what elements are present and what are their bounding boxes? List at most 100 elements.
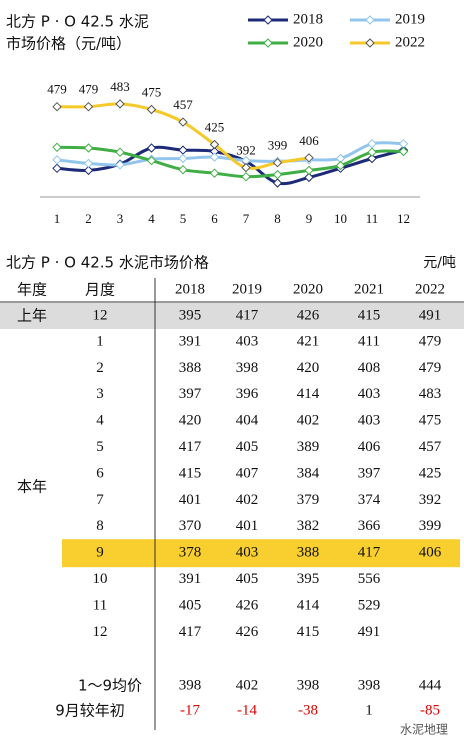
marker [52,155,62,165]
cell: -14 [237,702,257,718]
cell: 421 [297,333,320,349]
chart-subtitle: 市场价格（元/吨） [6,35,131,53]
data-label: 399 [268,138,288,153]
legend-label: 2022 [395,34,425,50]
cell: 12 [93,307,108,323]
marker [178,153,188,164]
cell: 370 [179,518,202,534]
cell: 444 [419,677,442,693]
cell: 402 [297,413,320,429]
marker [146,143,157,153]
cell: 1 [96,333,104,349]
marker [367,139,377,149]
data-label: 479 [79,82,99,97]
legend-label: 2020 [293,34,323,50]
legend-label: 2019 [395,11,425,27]
row-label: 1～9均价 [78,677,142,695]
x-tick-label: 8 [274,211,281,226]
cell: 374 [358,492,381,508]
cell: 420 [179,413,202,429]
cell: 405 [179,597,202,613]
cell: 1 [365,702,373,718]
data-label: 483 [110,79,130,94]
legend-marker [365,15,375,25]
cell: 392 [419,492,442,508]
x-tick-label: 1 [54,211,61,226]
table-title: 北方 P · O 42.5 水泥市场价格 [6,254,209,272]
cell: 397 [358,465,381,481]
marker [272,178,283,188]
cell: 425 [419,465,442,481]
marker [83,158,94,169]
marker [335,160,346,171]
data-label: 475 [142,84,162,99]
cell: 397 [179,386,202,402]
cell: 401 [236,518,259,534]
marker [146,104,157,115]
cell: 491 [358,624,381,640]
table-unit: 元/吨 [423,255,456,271]
cell: 403 [358,386,381,402]
line [56,145,404,179]
cell: 398 [179,677,202,693]
marker [398,146,409,157]
cell: 398 [236,360,259,376]
cell: 404 [236,413,259,429]
data-label: 479 [47,82,67,97]
cell: 395 [297,571,320,587]
cell: 379 [297,492,320,508]
cell: 391 [179,333,202,349]
table-header: 2022 [415,281,445,297]
marker [367,153,377,164]
cell: 479 [419,360,442,376]
cell: 483 [419,386,442,402]
cell: 4 [96,413,104,429]
legend-marker [263,15,273,25]
x-tick-label: 2 [85,211,92,226]
cell: 406 [419,545,442,561]
marker [115,147,125,157]
cell: 426 [236,624,259,640]
cell: 529 [358,597,381,613]
cell: 8 [96,518,104,534]
legend-marker [263,38,273,48]
cell: 6 [96,465,104,481]
cell: 3 [96,386,104,402]
marker [209,152,220,162]
marker [115,99,125,109]
cell: 415 [297,624,320,640]
cell: 414 [297,597,320,613]
row-label: 上年 [17,307,47,325]
cell: 389 [297,439,320,455]
x-tick-label: 4 [148,211,155,226]
x-tick-label: 6 [211,211,218,226]
cell: 475 [419,413,442,429]
cell: 415 [358,307,381,323]
highlight-row [62,539,460,568]
cell: 408 [358,360,381,376]
watermark: 水泥地理 [400,723,448,737]
cell: 9 [96,545,104,561]
chart-title: 北方 P · O 42.5 水泥 [6,13,149,31]
table-header: 年度 [17,281,47,299]
cell: 2 [96,360,104,376]
marker [83,143,94,153]
marker [83,101,94,112]
marker [178,164,188,175]
data-label: 425 [205,119,225,134]
cell: 415 [179,465,202,481]
cell: 10 [93,571,108,587]
cell: 402 [236,677,259,693]
cell: 457 [419,439,442,455]
x-tick-label: 10 [334,211,347,226]
x-tick-label: 5 [180,211,187,226]
cell: 388 [297,545,320,561]
cell: -17 [180,702,200,718]
cell: 366 [358,518,381,534]
cell: 384 [297,465,320,481]
cell: 417 [179,624,202,640]
data-label: 406 [299,133,319,148]
cell: 395 [179,307,202,323]
cell: -85 [420,702,440,718]
